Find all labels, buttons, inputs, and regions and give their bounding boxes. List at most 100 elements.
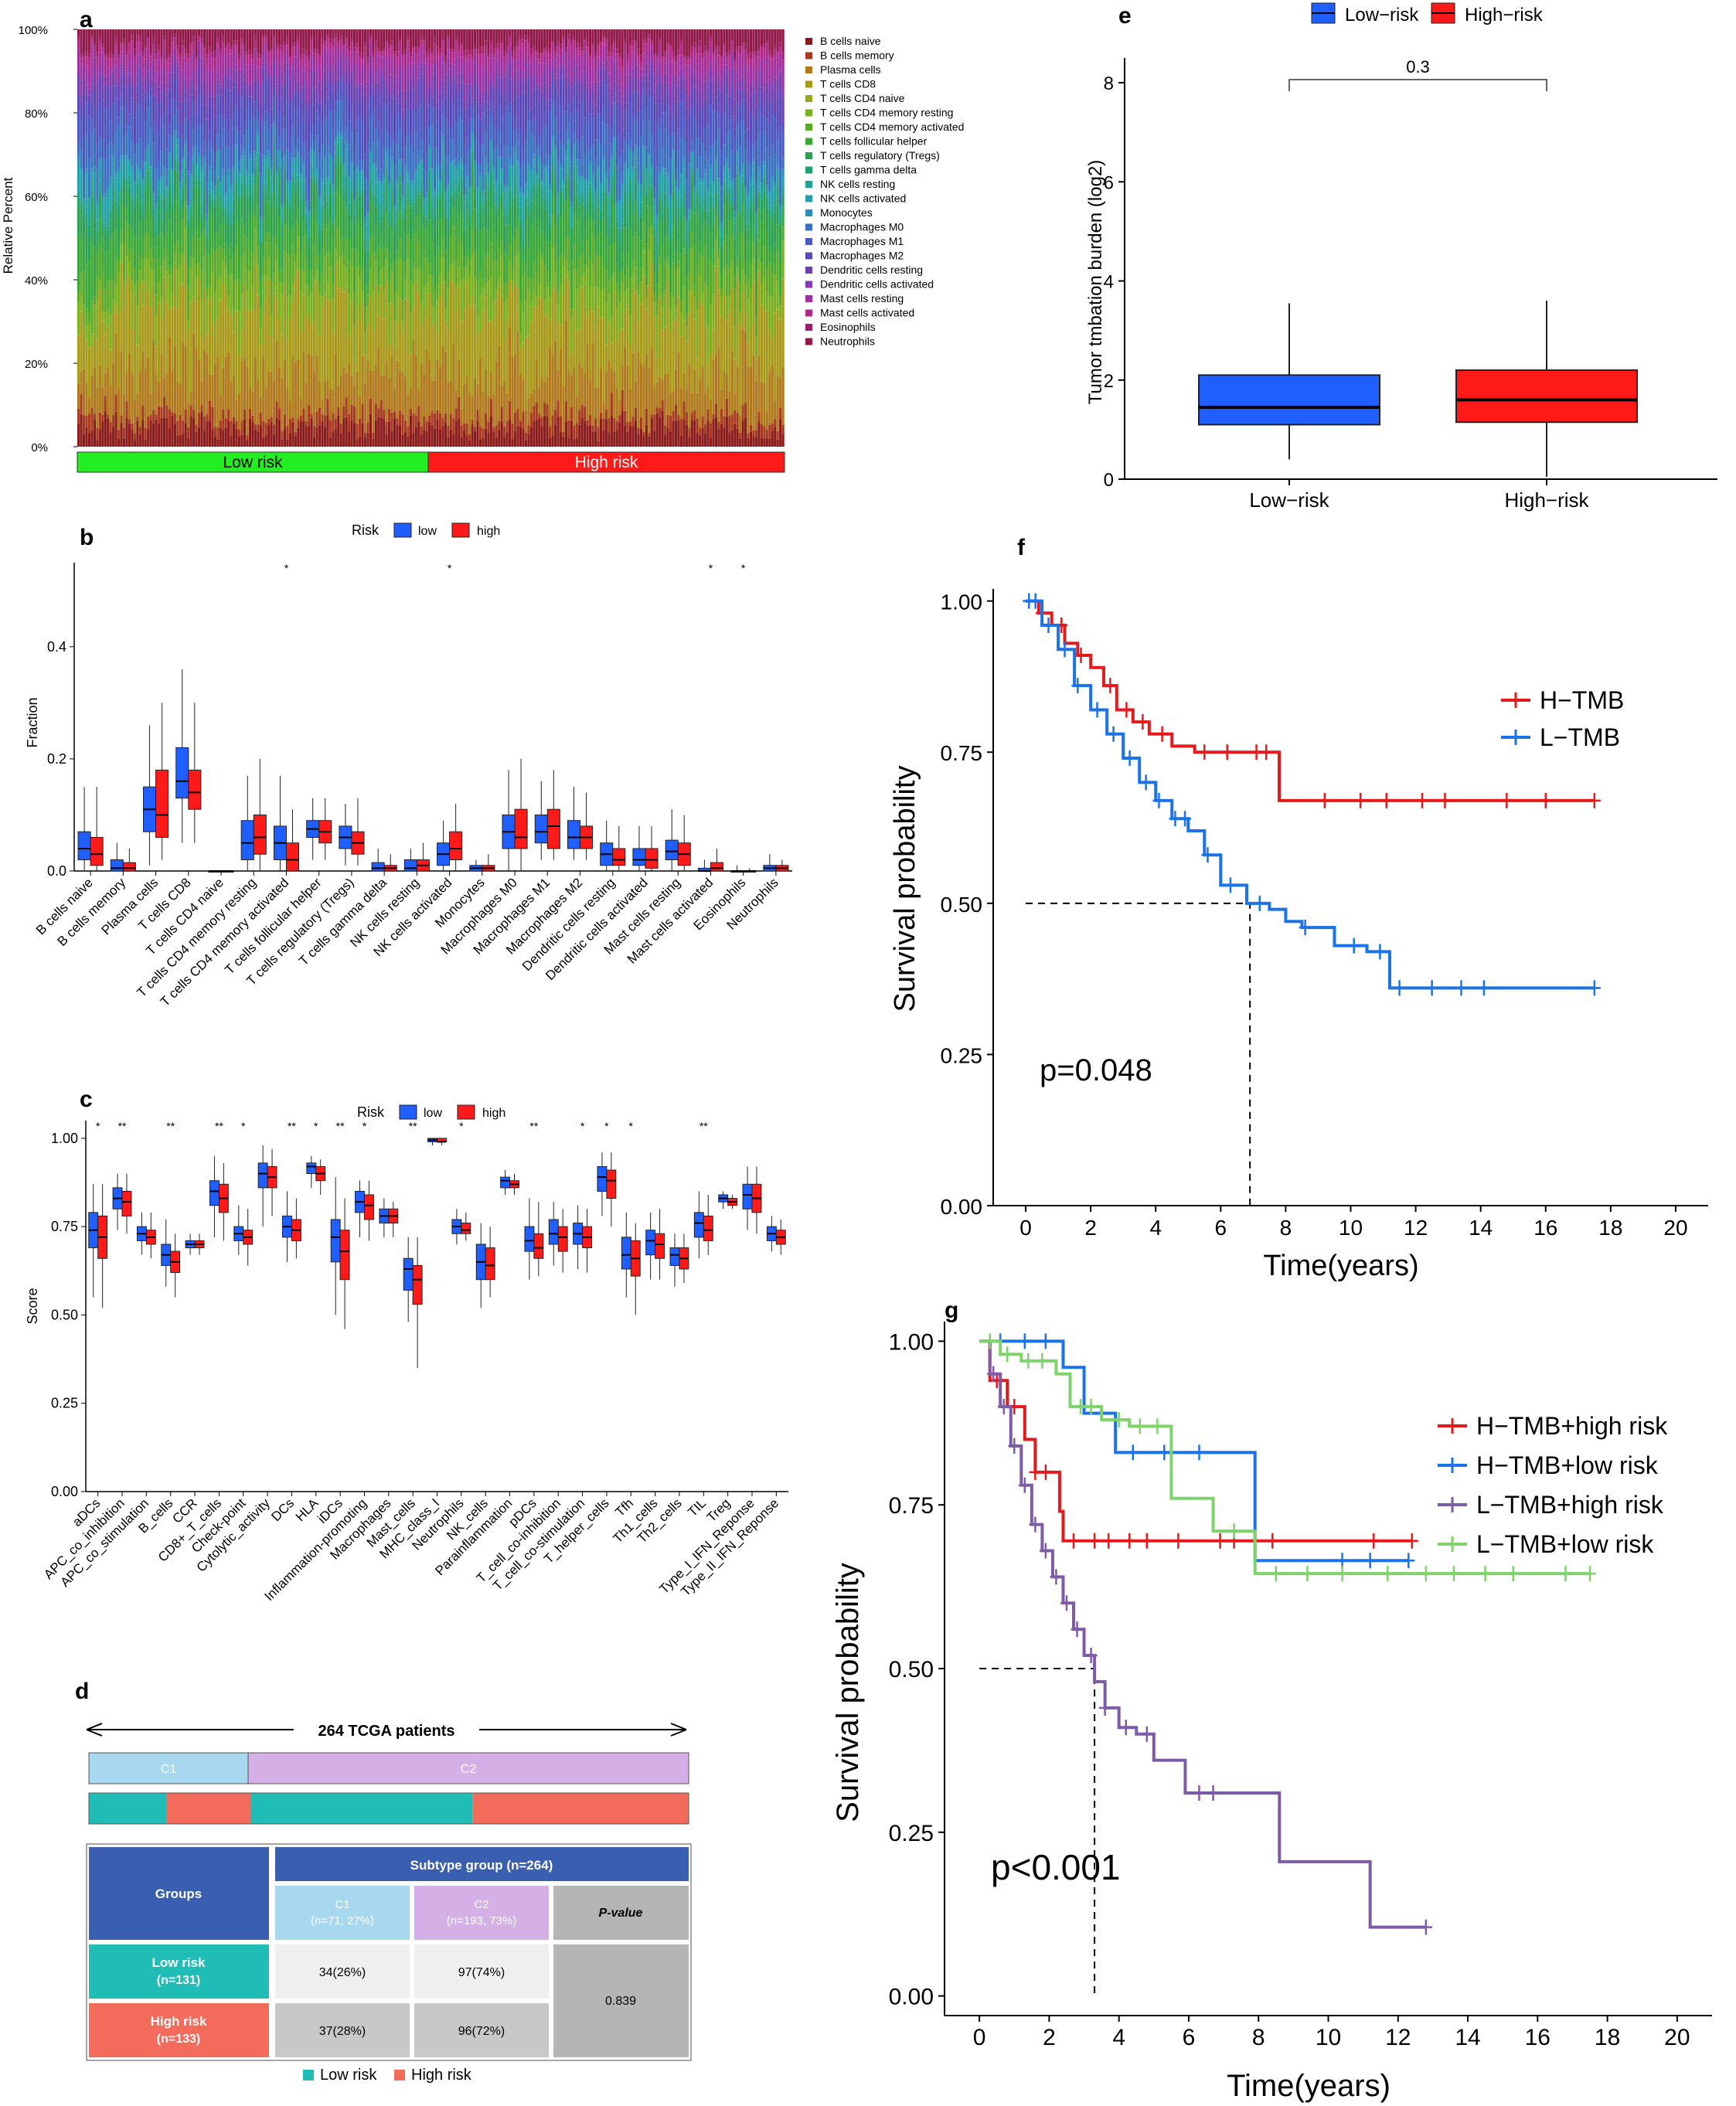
- bar-segment: [573, 244, 576, 270]
- bar-segment: [206, 334, 209, 355]
- bar-segment: [270, 195, 273, 209]
- bar-segment: [173, 133, 176, 153]
- bar-segment: [631, 273, 635, 289]
- bar-segment: [203, 29, 206, 46]
- bar-segment: [522, 148, 525, 162]
- bar-segment: [447, 219, 450, 228]
- bar-segment: [557, 369, 560, 401]
- bar-segment: [433, 63, 437, 68]
- bar-segment: [473, 188, 477, 197]
- bar-segment: [85, 94, 88, 104]
- bar-segment: [637, 285, 640, 295]
- bar-segment: [227, 295, 230, 310]
- bar-segment: [87, 224, 91, 237]
- bar-segment: [557, 78, 560, 92]
- bar-segment: [549, 48, 552, 53]
- bar-segment: [538, 104, 541, 136]
- bar-segment: [449, 49, 452, 53]
- bar-segment: [438, 164, 442, 180]
- bar-segment: [283, 54, 287, 73]
- bar-segment: [254, 70, 257, 75]
- bar-segment: [240, 97, 243, 146]
- bar-segment: [237, 170, 241, 175]
- bar-segment: [96, 206, 99, 221]
- bar-segment: [286, 184, 289, 194]
- bar-segment: [323, 45, 327, 62]
- bar-segment: [305, 218, 308, 224]
- bar-segment: [588, 379, 592, 416]
- sample-bar: [570, 29, 573, 447]
- bar-segment: [578, 43, 581, 48]
- bar-segment: [655, 299, 659, 315]
- bar-segment: [522, 230, 525, 240]
- bar-segment: [107, 418, 110, 447]
- bar-segment: [549, 229, 552, 243]
- sample-bar: [305, 29, 308, 447]
- bar-segment: [363, 42, 367, 47]
- bar-segment: [489, 242, 492, 277]
- bar-segment: [551, 84, 554, 104]
- bar-segment: [567, 420, 570, 438]
- bar-segment: [224, 288, 227, 357]
- bar-segment: [468, 59, 471, 74]
- bar-segment: [559, 165, 563, 168]
- bar-segment: [321, 247, 324, 274]
- bar-segment: [206, 221, 209, 233]
- bar-segment: [610, 196, 613, 243]
- bar-segment: [594, 238, 597, 253]
- bar-segment: [318, 196, 322, 202]
- bar-segment: [350, 131, 353, 162]
- bar-segment: [484, 178, 488, 192]
- bar-segment: [648, 120, 651, 155]
- bar-segment: [125, 29, 128, 51]
- bar-segment: [305, 84, 308, 103]
- bar-segment: [564, 46, 567, 53]
- bar-segment: [237, 353, 241, 355]
- bar-segment: [436, 419, 439, 447]
- bar-segment: [425, 199, 428, 213]
- bar-segment: [213, 50, 216, 58]
- bar-segment: [449, 280, 452, 281]
- bar-segment: [277, 111, 281, 138]
- bar-segment: [420, 61, 423, 67]
- bar-segment: [273, 293, 276, 294]
- bar-segment: [326, 179, 329, 197]
- bar-segment: [513, 131, 517, 148]
- bar-segment: [237, 393, 241, 430]
- bar-segment: [219, 301, 222, 396]
- bar-segment: [420, 161, 423, 177]
- bar-segment: [458, 396, 461, 419]
- bar-segment: [546, 200, 549, 209]
- bar-segment: [398, 65, 402, 77]
- bar-segment: [184, 423, 187, 447]
- bar-segment: [326, 79, 329, 97]
- bar-segment: [460, 437, 463, 447]
- bar-segment: [144, 175, 147, 181]
- bar-segment: [323, 43, 327, 46]
- bar-segment: [374, 73, 377, 82]
- bar-segment: [624, 291, 627, 310]
- bar-segment: [96, 66, 99, 82]
- bar-segment: [586, 51, 589, 73]
- bar-segment: [557, 210, 560, 215]
- bar-segment: [313, 151, 316, 155]
- bar-segment: [308, 102, 311, 110]
- bar-segment: [425, 171, 428, 192]
- bar-segment: [602, 180, 605, 191]
- bar-segment: [112, 54, 115, 58]
- bar-segment: [492, 125, 495, 151]
- bar-segment: [374, 81, 377, 94]
- bar-segment: [468, 119, 471, 148]
- bar-segment: [458, 116, 461, 162]
- bar-segment: [114, 80, 117, 86]
- bar-segment: [251, 309, 254, 311]
- bar-segment: [431, 170, 434, 196]
- bar-segment: [216, 152, 220, 177]
- bar-segment: [385, 421, 388, 434]
- bar-segment: [82, 232, 86, 271]
- bar-segment: [454, 165, 458, 172]
- bar-segment: [478, 176, 482, 183]
- bar-segment: [176, 269, 179, 307]
- bar-segment: [219, 428, 222, 447]
- sample-bar: [653, 29, 656, 447]
